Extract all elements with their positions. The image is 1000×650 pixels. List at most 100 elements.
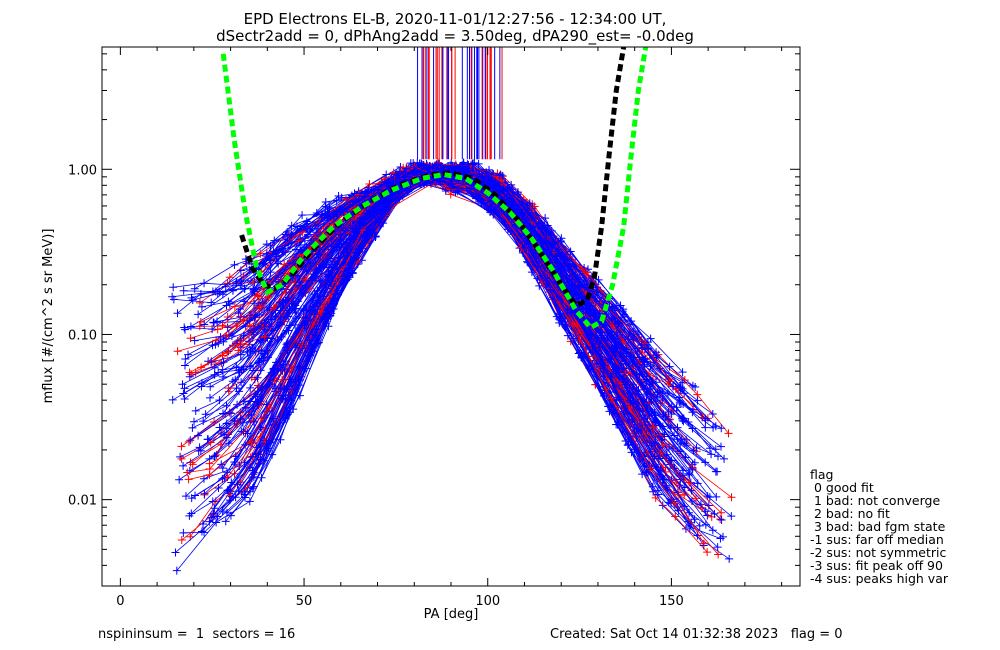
data-point-marker: [194, 446, 203, 455]
data-point-marker: [595, 309, 604, 318]
data-point-marker: [625, 389, 634, 398]
data-point-marker: [233, 480, 242, 489]
data-point-marker: [305, 336, 314, 345]
data-point-marker: [652, 353, 661, 362]
data-point-marker: [355, 218, 364, 227]
data-point-marker: [632, 432, 641, 441]
data-point-marker: [302, 364, 311, 373]
legend-item: 1 bad: not converge: [810, 493, 941, 508]
data-point-marker: [225, 273, 234, 282]
data-point-marker: [187, 494, 196, 503]
data-point-marker: [181, 355, 190, 364]
data-point-marker: [609, 321, 618, 330]
data-point-marker: [272, 358, 281, 367]
data-point-marker: [194, 431, 203, 440]
data-point-marker: [537, 225, 546, 234]
data-point-marker: [248, 343, 257, 352]
data-point-marker: [190, 336, 199, 345]
data-point-marker: [600, 367, 609, 376]
data-point-marker: [210, 504, 219, 513]
data-point-marker: [281, 357, 290, 366]
x-tick-label: 150: [659, 594, 684, 609]
data-point-marker: [698, 503, 707, 512]
data-point-marker: [169, 283, 178, 292]
data-point-marker: [577, 264, 586, 273]
data-point-marker: [597, 333, 606, 342]
data-point-marker: [279, 248, 288, 257]
data-point-marker: [649, 487, 658, 496]
data-point-marker: [616, 301, 625, 310]
data-point-marker: [685, 478, 694, 487]
data-point-marker: [366, 229, 375, 238]
data-point-marker: [540, 236, 549, 245]
data-point-marker: [664, 407, 673, 416]
data-point-marker: [495, 171, 504, 180]
data-point-marker: [256, 441, 265, 450]
data-point-marker: [653, 393, 662, 402]
blue-spectrum-line: [243, 171, 670, 367]
data-point-marker: [184, 437, 193, 446]
data-point-marker: [175, 475, 184, 484]
data-point-marker: [179, 461, 188, 470]
data-point-marker: [197, 363, 206, 372]
data-point-marker: [210, 363, 219, 372]
data-point-marker: [608, 347, 617, 356]
data-point-marker: [222, 424, 231, 433]
data-point-marker: [278, 298, 287, 307]
data-point-marker: [231, 375, 240, 384]
data-point-marker: [312, 228, 321, 237]
x-tick-label: 0: [116, 594, 124, 609]
blue-spectrum-line: [248, 176, 715, 515]
data-point-marker: [173, 347, 182, 356]
data-point-marker: [379, 199, 388, 208]
data-point-marker: [717, 508, 726, 517]
data-point-marker: [458, 160, 467, 169]
data-point-marker: [594, 275, 603, 284]
data-point-marker: [257, 473, 266, 482]
data-point-marker: [556, 237, 565, 246]
data-point-marker: [230, 469, 239, 478]
data-point-marker: [370, 228, 379, 237]
data-point-marker: [676, 440, 685, 449]
data-point-marker: [230, 302, 239, 311]
data-point-marker: [315, 245, 324, 254]
data-point-marker: [678, 466, 687, 475]
data-point-marker: [678, 368, 687, 377]
data-point-marker: [301, 321, 310, 330]
data-point-marker: [234, 309, 243, 318]
data-point-marker: [668, 444, 677, 453]
data-point-marker: [177, 454, 186, 463]
data-point-marker: [691, 383, 700, 392]
data-point-marker: [454, 184, 463, 193]
data-point-marker: [708, 526, 717, 535]
data-point-marker: [200, 528, 209, 537]
data-point-marker: [712, 492, 721, 501]
data-point-marker: [214, 368, 223, 377]
data-point-marker: [310, 310, 319, 319]
data-point-marker: [685, 470, 694, 479]
data-point-marker: [665, 362, 674, 371]
legend-title: flag: [810, 467, 834, 482]
data-point-marker: [675, 398, 684, 407]
data-point-marker: [656, 448, 665, 457]
data-point-marker: [209, 509, 218, 518]
data-point-marker: [185, 372, 194, 381]
data-point-marker: [313, 286, 322, 295]
data-point-marker: [660, 475, 669, 484]
data-point-marker: [229, 285, 238, 294]
data-point-marker: [402, 164, 411, 173]
title-line-2: dSectr2add = 0, dPhAng2add = 3.50deg, dP…: [216, 27, 694, 46]
data-point-marker: [214, 484, 223, 493]
data-point-marker: [670, 499, 679, 508]
data-point-marker: [654, 490, 663, 499]
blue-spectrum-line: [226, 175, 619, 429]
data-point-marker: [607, 394, 616, 403]
data-point-marker: [527, 268, 536, 277]
data-point-marker: [285, 408, 294, 417]
data-point-marker: [311, 331, 320, 340]
data-point-marker: [200, 320, 209, 329]
data-point-marker: [650, 416, 659, 425]
data-point-marker: [195, 298, 204, 307]
x-axis-label: PA [deg]: [424, 607, 479, 622]
data-point-marker: [314, 250, 323, 259]
